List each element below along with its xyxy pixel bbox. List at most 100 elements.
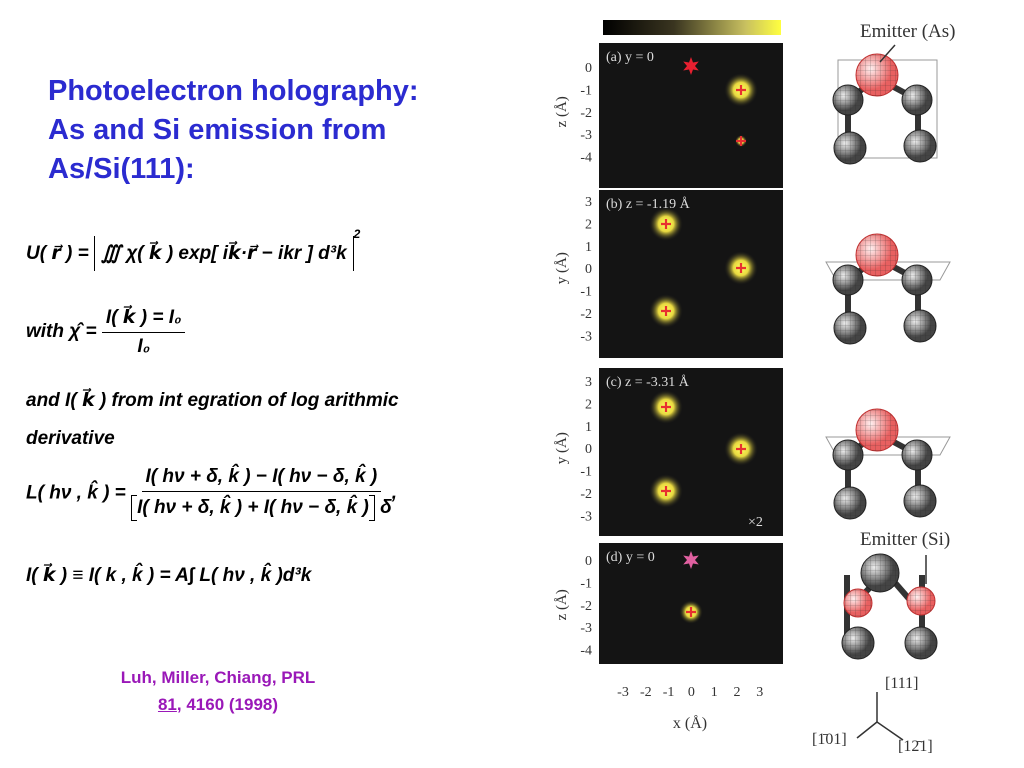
- y-tick-label: -3: [580, 621, 592, 636]
- y-axis-label: y (Å): [554, 252, 570, 284]
- den-body: I( hν + δ, k̂ ) + I( hν − δ, k̂ ): [137, 497, 369, 518]
- y-axis-label: z (Å): [554, 589, 570, 620]
- panel-note: ×2: [748, 515, 763, 530]
- atom-mesh: [905, 627, 937, 659]
- x-tick-label: -1: [663, 685, 675, 700]
- pointer: [879, 44, 896, 63]
- atom-mesh: [856, 54, 898, 96]
- y-tick-label: 3: [585, 375, 592, 390]
- y-axis-label: y (Å): [554, 432, 570, 464]
- emitter-label: Emitter (Si): [860, 529, 950, 550]
- y-tick-label: 1: [585, 420, 592, 435]
- y-tick-label: 0: [585, 554, 592, 569]
- atom-marker: [661, 306, 671, 316]
- x-tick-label: 2: [734, 685, 741, 700]
- emitter-star: [683, 57, 699, 75]
- atom-marker: [736, 136, 746, 146]
- y-tick-label: -3: [580, 128, 592, 143]
- panel-label: (d) y = 0: [606, 550, 655, 565]
- y-tick-label: 0: [585, 442, 592, 457]
- atom-mesh: [902, 265, 932, 295]
- atom-mesh: [904, 310, 936, 342]
- structures: [825, 53, 951, 660]
- eq-tail: ,: [391, 482, 397, 504]
- atom-mesh: [834, 487, 866, 519]
- atom-mesh: [904, 130, 936, 162]
- equation-4: I( k⃗ ) ≡ I( k , k̂ ) = A∫ L( hν , k̂ )d…: [26, 565, 312, 586]
- atom-mesh: [907, 587, 935, 615]
- y-tick-label: -3: [580, 329, 592, 344]
- atom-mesh: [904, 485, 936, 517]
- title-line: Photoelectron holography:: [48, 75, 419, 107]
- citation-line: Luh, Miller, Chiang, PRL: [120, 668, 316, 687]
- atom-mesh: [861, 554, 899, 592]
- eq-lhs: L( hν , k̂ ) =: [26, 482, 126, 504]
- y-tick-label: -1: [580, 576, 592, 591]
- panel-label: (a) y = 0: [606, 50, 654, 65]
- volume: 81: [157, 695, 177, 714]
- y-tick-label: 2: [585, 397, 592, 412]
- atom-marker: [661, 219, 671, 229]
- x-axis-label: x (Å): [673, 714, 707, 732]
- numerator: I( k⃗ ) = I₀: [101, 306, 186, 333]
- citation-line: 81, 4160 (1998): [60, 691, 376, 718]
- y-tick-label: -1: [580, 83, 592, 98]
- atom-mesh: [842, 627, 874, 659]
- atom-mesh: [833, 85, 863, 115]
- atom-mesh: [856, 409, 898, 451]
- atom-marker: [736, 444, 746, 454]
- x-tick-label: 1: [711, 685, 718, 700]
- citation: Luh, Miller, Chiang, PRL 81, 4160 (1998): [60, 664, 376, 718]
- colorbar: [603, 20, 781, 35]
- den-tail: δ: [380, 497, 392, 518]
- title-line: As/Si(111):: [48, 153, 195, 185]
- y-tick-label: -1: [580, 465, 592, 480]
- y-tick-label: 2: [585, 217, 592, 232]
- atom-marker: [686, 607, 696, 617]
- atom-marker: [661, 486, 671, 496]
- eq-abs: ∭ χ( k⃗ ) exp[ ik⃗·r⃗ − ikr ] d³k: [93, 236, 354, 271]
- title: Photoelectron holography: As and Si emis…: [48, 72, 419, 189]
- denominator: I₀: [137, 336, 151, 357]
- atom-mesh: [833, 265, 863, 295]
- title-line: As and Si emission from: [48, 114, 387, 146]
- eq-lhs: U( r⃗ ) =: [26, 243, 89, 264]
- atom-mesh: [902, 85, 932, 115]
- equation-1: U( r⃗ ) = ∭ χ( k⃗ ) exp[ ik⃗·r⃗ − ikr ] …: [26, 227, 360, 271]
- y-tick-label: 0: [585, 61, 592, 76]
- atom-mesh: [844, 589, 872, 617]
- frame: [825, 436, 951, 456]
- equation-2: with χ̂ = I( k⃗ ) = I₀ I₀: [26, 306, 186, 358]
- fraction: I( k⃗ ) = I₀ I₀: [101, 306, 186, 358]
- direction-label: [111]: [885, 675, 918, 692]
- frame: [825, 261, 951, 281]
- y-tick-label: 1: [585, 240, 592, 255]
- axes-arrows: [856, 44, 927, 741]
- eq-power: 2: [353, 226, 361, 241]
- x-tick-label: 0: [688, 685, 695, 700]
- text-line: and I( k⃗ ) from int egration of log ari…: [26, 390, 399, 411]
- eq-body: ∭ χ( k⃗ ) exp[ ik⃗·r⃗ − ikr ] d³k: [100, 243, 347, 264]
- y-axis-label: z (Å): [554, 96, 570, 127]
- citation-rest: , 4160 (1998): [176, 695, 279, 714]
- frame: [837, 59, 938, 159]
- text-line: derivative: [26, 428, 115, 449]
- y-tick-label: -4: [580, 151, 592, 166]
- y-tick-label: -1: [580, 285, 592, 300]
- atom-marker: [736, 85, 746, 95]
- arrow: [856, 721, 878, 739]
- panel-label: (b) z = -1.19 Å: [606, 196, 691, 212]
- numerator: I( hν + δ, k̂ ) − I( hν − δ, k̂ ): [141, 466, 382, 492]
- atom-mesh: [902, 440, 932, 470]
- y-tick-label: 0: [585, 262, 592, 277]
- x-tick-label: -2: [640, 685, 652, 700]
- y-tick-label: -2: [580, 599, 592, 614]
- y-tick-label: -2: [580, 307, 592, 322]
- arrow: [876, 721, 904, 741]
- emitter-star: [683, 551, 699, 569]
- panel-label: (c) z = -3.31 Å: [606, 374, 690, 390]
- x-tick-label: 3: [756, 685, 763, 700]
- fraction: I( hν + δ, k̂ ) − I( hν − δ, k̂ ) I( hν +…: [131, 466, 392, 521]
